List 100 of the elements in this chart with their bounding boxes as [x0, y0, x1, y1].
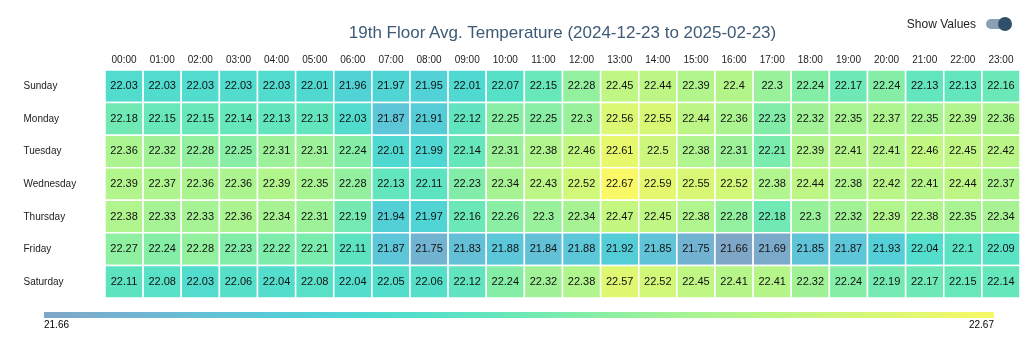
data-label: 22.15 — [186, 111, 215, 124]
data-label: 22.34 — [567, 209, 596, 222]
x-tick-label: 11:00 — [531, 53, 557, 65]
data-label: 22.44 — [949, 177, 977, 189]
data-label: 22.25 — [491, 111, 520, 124]
data-label: 21.97 — [377, 79, 405, 92]
data-label: 22.36 — [720, 111, 748, 124]
x-tick-label: 03:00 — [225, 53, 252, 65]
x-tick-label: 16:00 — [721, 53, 748, 65]
data-label: 22.19 — [339, 209, 367, 222]
data-label: 22.42 — [872, 177, 901, 189]
data-label: 22.27 — [110, 242, 138, 255]
data-label: 22.39 — [796, 144, 825, 157]
data-label: 22.32 — [529, 274, 558, 287]
data-label: 22.38 — [567, 274, 596, 287]
data-label: 21.88 — [491, 242, 520, 255]
data-label: 22.45 — [605, 79, 634, 92]
data-label: 22.47 — [605, 209, 634, 222]
data-label: 22.41 — [720, 274, 748, 287]
data-label: 22.13 — [377, 177, 405, 189]
data-label: 22.01 — [300, 79, 329, 92]
x-tick-label: 23:00 — [988, 53, 1014, 65]
data-label: 22.39 — [872, 209, 901, 222]
data-label: 22.57 — [605, 274, 634, 287]
data-label: 22.15 — [529, 79, 558, 92]
y-tick-label: Friday — [23, 243, 52, 255]
data-label: 22.15 — [949, 274, 977, 287]
data-label: 22.31 — [300, 144, 329, 157]
data-label: 22.52 — [567, 177, 596, 189]
data-label: 21.96 — [339, 79, 367, 92]
data-label: 22.3 — [761, 79, 783, 92]
data-label: 22.23 — [453, 177, 481, 189]
data-label: 22.67 — [605, 177, 634, 189]
data-label: 22.35 — [300, 177, 329, 189]
x-tick-label: 19:00 — [835, 53, 862, 65]
x-tick-label: 20:00 — [874, 53, 900, 65]
data-label: 21.93 — [872, 242, 901, 255]
data-label: 22.19 — [872, 274, 901, 287]
data-label: 21.75 — [415, 242, 443, 255]
data-label: 21.69 — [758, 242, 786, 255]
data-label: 22.59 — [644, 177, 672, 189]
data-label: 22.03 — [262, 79, 291, 92]
data-label: 22.41 — [758, 274, 786, 287]
x-tick-label: 10:00 — [492, 53, 519, 65]
data-label: 22.25 — [529, 111, 558, 124]
data-label: 22.34 — [262, 209, 291, 222]
data-label: 22.28 — [186, 242, 215, 255]
color-bar-label: 22.67 — [968, 319, 995, 330]
x-tick-label: 06:00 — [340, 53, 366, 65]
data-label: 22.25 — [224, 144, 253, 157]
data-label: 22.13 — [262, 111, 291, 124]
data-label: 22.13 — [910, 79, 939, 92]
data-label: 22.32 — [148, 144, 176, 157]
data-label: 22.04 — [262, 274, 291, 287]
data-label: 22.28 — [720, 209, 748, 222]
data-label: 22.32 — [796, 274, 825, 287]
data-label: 22.38 — [758, 177, 786, 189]
data-label: 22.3 — [532, 209, 555, 222]
data-label: 22.32 — [834, 209, 863, 222]
data-label: 22.13 — [949, 79, 977, 92]
x-tick-label: 05:00 — [302, 53, 328, 65]
data-label: 21.75 — [682, 242, 710, 255]
data-label: 21.84 — [529, 242, 558, 255]
data-label: 22.36 — [110, 144, 138, 157]
data-label: 22.32 — [796, 111, 825, 124]
data-label: 22.33 — [148, 209, 176, 222]
x-tick-label: 00:00 — [111, 53, 138, 65]
x-tick-label: 08:00 — [416, 53, 443, 65]
data-label: 22.56 — [605, 111, 634, 124]
data-label: 21.95 — [415, 79, 443, 92]
data-label: 22.07 — [491, 79, 520, 92]
data-label: 22.34 — [491, 177, 520, 189]
data-label: 22.24 — [834, 274, 863, 287]
data-label: 22.55 — [682, 177, 710, 189]
data-label: 22.39 — [949, 111, 977, 124]
x-tick-label: 04:00 — [264, 53, 290, 65]
data-label: 22.16 — [987, 79, 1015, 92]
color-bar-label: 21.66 — [44, 319, 70, 330]
data-label: 22.38 — [910, 209, 939, 222]
data-label: 22.31 — [262, 144, 291, 157]
data-label: 22.1 — [952, 242, 974, 255]
data-label: 22.41 — [872, 144, 901, 157]
data-label: 22.04 — [339, 274, 367, 287]
data-label: 22.41 — [910, 177, 939, 189]
data-label: 22.15 — [148, 111, 176, 124]
data-label: 22.45 — [682, 274, 710, 287]
data-label: 22.28 — [186, 144, 215, 157]
data-label: 22.11 — [110, 274, 138, 287]
data-label: 22.31 — [491, 144, 520, 157]
data-label: 22.16 — [453, 209, 481, 222]
data-label: 21.83 — [453, 242, 481, 255]
data-label: 22.35 — [949, 209, 977, 222]
data-label: 22.36 — [186, 177, 215, 189]
data-label: 22.55 — [644, 111, 672, 124]
data-label: 22.18 — [758, 209, 786, 222]
data-label: 22.35 — [834, 111, 863, 124]
x-tick-label: 07:00 — [378, 53, 404, 65]
x-tick-label: 01:00 — [149, 53, 176, 65]
data-label: 22.11 — [339, 242, 367, 255]
data-label: 21.66 — [720, 242, 748, 255]
